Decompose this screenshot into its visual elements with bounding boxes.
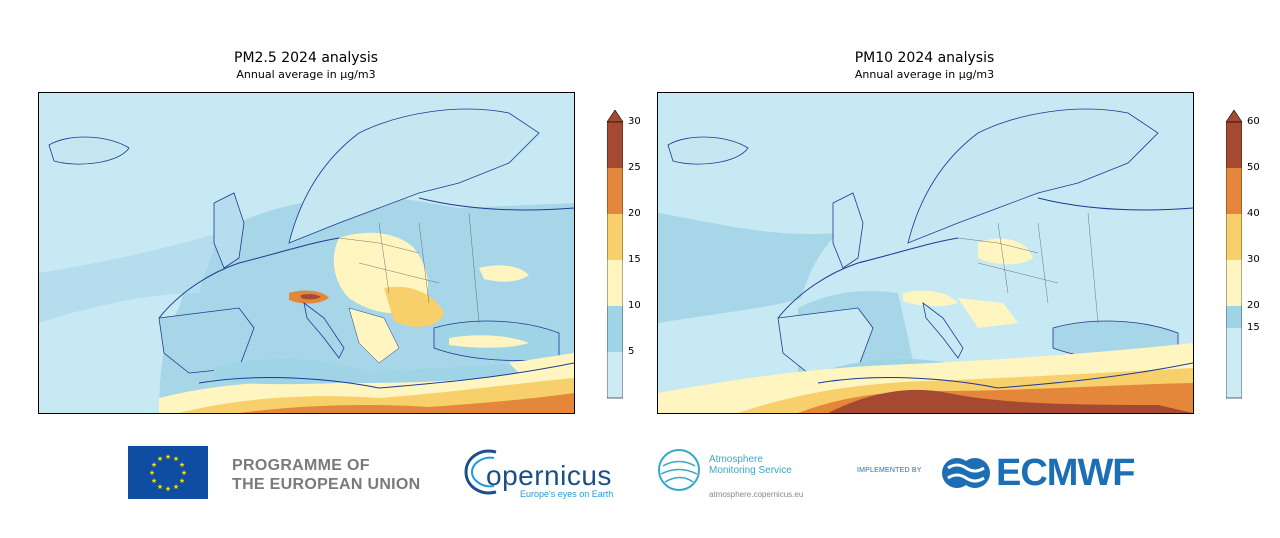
eu-programme-text: PROGRAMME OF THE EUROPEAN UNION (232, 457, 421, 493)
copernicus-logo-icon (464, 449, 497, 495)
svg-text:★: ★ (181, 469, 187, 477)
colorbar-tick: 40 (1247, 208, 1260, 219)
colorbar-tick: 20 (1247, 300, 1260, 311)
ams-globe-icon (658, 449, 700, 491)
copernicus-tagline: Europe's eyes on Earth (520, 489, 614, 499)
svg-text:★: ★ (157, 483, 163, 491)
map-title-pm10: PM10 2024 analysis (854, 50, 995, 66)
ecmwf-logo-icon (942, 458, 990, 488)
map-pm25 (38, 92, 575, 414)
svg-text:★: ★ (173, 483, 179, 491)
colorbar-tick: 30 (1247, 254, 1260, 265)
svg-text:★: ★ (151, 461, 157, 469)
colorbar-tick: 50 (1247, 162, 1260, 173)
copernicus-wordmark: opernicus (486, 460, 612, 491)
colorbar-pm10 (1226, 110, 1242, 399)
map-pm10 (657, 92, 1194, 414)
colorbar-tick: 10 (628, 300, 641, 311)
implemented-by-label: IMPLEMENTED BY (857, 467, 922, 474)
colorbar-tick: 5 (628, 346, 635, 357)
svg-text:★: ★ (165, 453, 171, 461)
svg-text:★: ★ (165, 485, 171, 493)
svg-text:★: ★ (157, 455, 163, 463)
colorbar-pm25 (607, 110, 623, 399)
colorbar-tick: 30 (628, 116, 641, 127)
map-subtitle-pm10: Annual average in µg/m3 (854, 68, 995, 81)
colorbar-tick: 25 (628, 162, 641, 173)
colorbar-tick: 60 (1247, 116, 1260, 127)
map-title-pm25: PM2.5 2024 analysis (234, 50, 378, 66)
svg-text:★: ★ (151, 477, 157, 485)
ams-url: atmosphere.copernicus.eu (709, 490, 804, 499)
svg-text:★: ★ (173, 455, 179, 463)
ams-name: Atmosphere Monitoring Service (709, 454, 792, 476)
colorbar-tick: 20 (628, 208, 641, 219)
colorbar-triangle-icon (1226, 110, 1242, 123)
colorbar-tick: 15 (628, 254, 641, 265)
svg-text:★: ★ (179, 461, 185, 469)
colorbar-tick: 15 (1247, 322, 1260, 333)
colorbar-triangle-icon (607, 110, 623, 123)
map-subtitle-pm25: Annual average in µg/m3 (236, 68, 376, 81)
svg-text:★: ★ (149, 469, 155, 477)
svg-text:★: ★ (179, 477, 185, 485)
eu-flag-icon: ★ ★ ★ ★ ★ ★ ★ ★ ★ ★ ★ ★ (128, 446, 208, 499)
ecmwf-wordmark: ECMWF (996, 452, 1136, 494)
